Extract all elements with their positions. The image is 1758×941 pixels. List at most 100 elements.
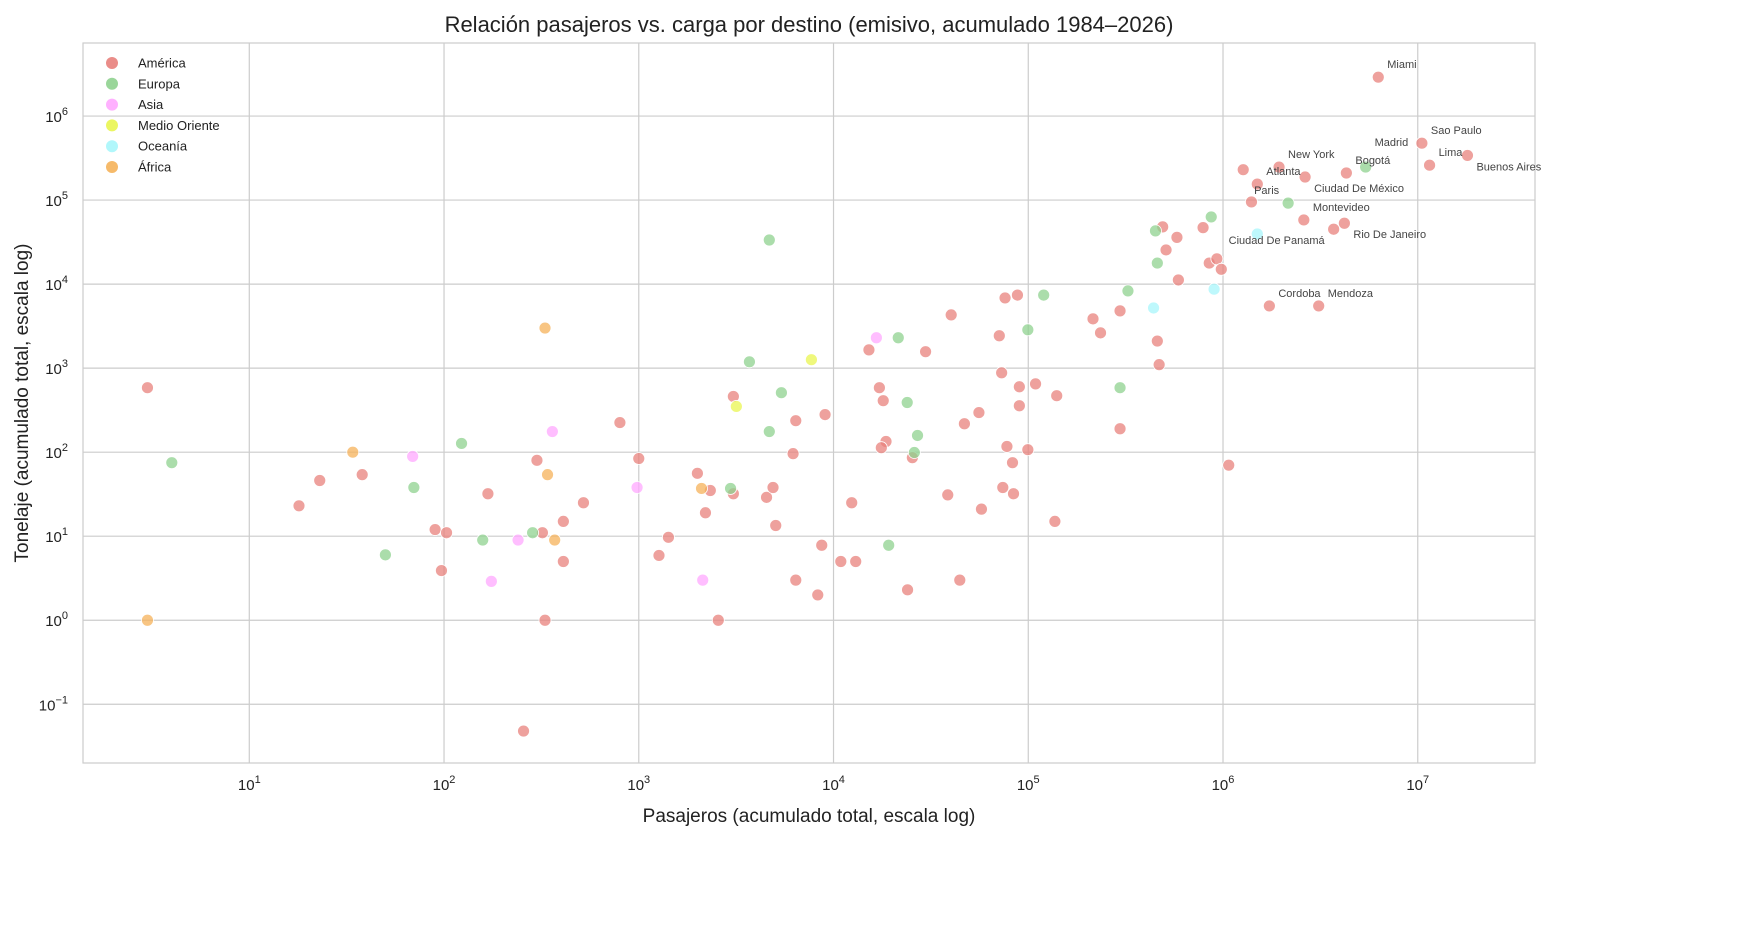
point-label: Cordoba — [1278, 288, 1321, 300]
data-point — [1011, 288, 1024, 302]
legend-label: África — [138, 160, 172, 175]
data-point — [1149, 224, 1162, 238]
data-points — [141, 70, 1474, 738]
point-label: Mendoza — [1328, 288, 1374, 300]
point-label: New York — [1288, 149, 1335, 161]
point-label: Rio De Janeiro — [1353, 229, 1426, 241]
data-point — [346, 445, 360, 459]
legend-marker — [106, 140, 118, 153]
data-point — [815, 538, 829, 552]
y-tick-label: 106 — [45, 106, 68, 126]
point-label: Madrid — [1375, 137, 1409, 149]
data-point — [1236, 163, 1250, 177]
y-tick-label: 104 — [45, 274, 68, 294]
data-point — [919, 345, 932, 359]
data-point — [1012, 399, 1026, 413]
data-point — [632, 452, 646, 465]
data-point — [1281, 196, 1295, 210]
data-point — [613, 416, 627, 429]
data-point — [789, 414, 803, 428]
data-point — [695, 482, 708, 495]
data-point — [1262, 299, 1276, 313]
data-point — [1196, 221, 1210, 235]
data-point — [313, 474, 327, 487]
data-point — [762, 233, 776, 247]
data-point — [1312, 299, 1326, 313]
data-point — [996, 481, 1010, 494]
data-point — [882, 538, 896, 552]
point-label: Ciudad De Panamá — [1229, 235, 1326, 247]
data-point — [944, 308, 958, 322]
y-axis-label: Tonelaje (acumulado total, escala log) — [12, 244, 33, 563]
data-point — [992, 329, 1006, 343]
data-point — [1415, 136, 1429, 150]
x-tick-label: 101 — [238, 774, 261, 794]
data-point — [972, 406, 986, 419]
legend-marker — [106, 77, 118, 90]
data-point — [484, 574, 498, 588]
data-point — [1159, 243, 1173, 257]
y-tick-label: 103 — [45, 358, 68, 378]
data-point — [907, 446, 921, 459]
data-point — [141, 381, 154, 395]
data-point — [724, 482, 737, 495]
data-point — [379, 548, 392, 562]
data-point — [1086, 312, 1100, 326]
legend-label: América — [138, 56, 186, 71]
plot-frame — [82, 42, 1536, 764]
data-point — [1048, 515, 1062, 528]
data-point — [953, 573, 967, 587]
point-label: Bogotá — [1355, 155, 1391, 167]
legend-label: Asia — [138, 97, 164, 112]
data-point — [766, 481, 780, 494]
legend-label: Oceanía — [138, 139, 188, 154]
x-tick-label: 105 — [1017, 774, 1040, 794]
data-point — [1222, 458, 1236, 472]
data-point — [711, 613, 725, 627]
point-labels: Miami Sao Paulo Buenos Aires Lima Bogotá Ciud… — [1229, 59, 1542, 300]
data-point — [891, 331, 905, 345]
x-tick-label: 107 — [1406, 774, 1429, 794]
data-point — [556, 515, 570, 528]
data-point — [1037, 288, 1051, 302]
data-point — [1012, 380, 1026, 394]
x-tick-label: 102 — [433, 774, 456, 794]
data-point — [1339, 166, 1353, 180]
data-point — [775, 386, 788, 400]
data-point — [805, 353, 818, 367]
data-point — [407, 481, 421, 494]
data-point — [1121, 284, 1135, 298]
data-point — [1327, 222, 1341, 236]
data-point — [1006, 456, 1019, 470]
data-point — [1094, 326, 1107, 340]
data-point — [630, 481, 644, 494]
data-point — [556, 555, 570, 568]
data-point — [1113, 422, 1127, 436]
data-point — [577, 496, 590, 510]
x-tick-label: 106 — [1212, 774, 1235, 794]
legend-marker — [106, 57, 118, 69]
data-point — [1245, 195, 1258, 209]
data-point — [1007, 487, 1020, 501]
data-point — [141, 613, 154, 627]
chart-title: Relación pasajeros vs. carga por destino… — [445, 12, 1174, 37]
data-point — [476, 533, 490, 547]
data-point — [1214, 262, 1228, 276]
data-point — [900, 396, 914, 409]
data-point — [1021, 443, 1035, 457]
legend-marker — [106, 98, 118, 111]
tick-labels: 101 102 103 104 105 106 107 10−1 100 101 102 103 104… — [39, 106, 1429, 794]
data-point — [541, 468, 554, 482]
data-point — [995, 366, 1009, 380]
data-point — [975, 502, 988, 516]
data-point — [526, 526, 540, 540]
data-point — [760, 490, 773, 504]
point-label: Miami — [1387, 59, 1416, 71]
data-point — [530, 453, 544, 467]
data-point — [958, 417, 971, 431]
data-point — [1050, 389, 1064, 403]
y-tick-label: 101 — [45, 526, 68, 546]
y-tick-label: 105 — [45, 190, 68, 210]
data-point — [862, 343, 876, 357]
